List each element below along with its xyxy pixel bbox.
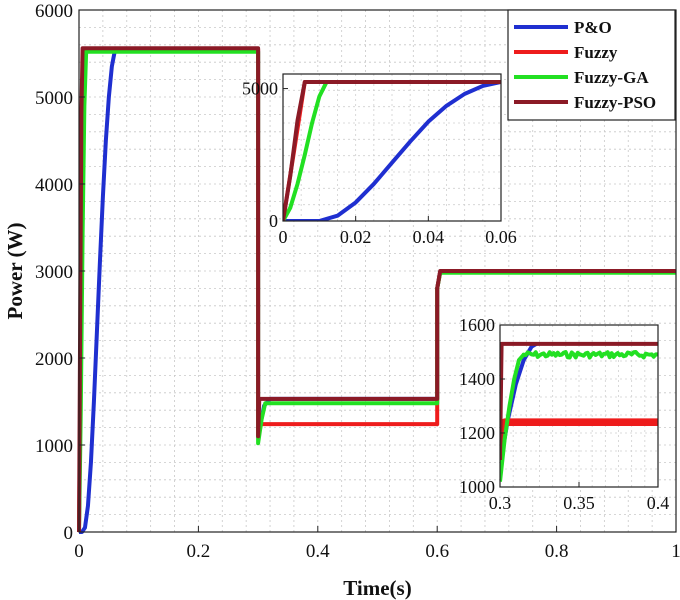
x-tick-label: 0 [74, 541, 84, 562]
inset-x-tick-label: 0.4 [647, 493, 670, 513]
inset-line-fuzzy-ga [283, 79, 501, 221]
inset-y-tick-label: 5000 [242, 79, 278, 99]
y-tick-label: 5000 [35, 88, 73, 109]
inset-x-tick-label: 0 [279, 227, 288, 247]
inset-line-fuzzy-pso [283, 79, 501, 221]
series-line-fuzzy-pso [77, 46, 676, 533]
inset-series [283, 79, 501, 221]
x-axis-label: Time(s) [343, 576, 411, 600]
x-tick-label: 1 [671, 541, 680, 562]
legend-label-fuzzy-pso: Fuzzy-PSO [574, 93, 656, 112]
y-tick-label: 2000 [35, 349, 73, 370]
inset-step: 0.3 0.35 0.4 1000 1200 1400 1600 [459, 315, 669, 513]
inset-line-fuzzy-ga [500, 350, 658, 482]
x-tick-label: 0.2 [187, 541, 211, 562]
y-tick-label: 3000 [35, 262, 73, 283]
inset-frame [282, 73, 502, 222]
main-x-ticks: 0 0.2 0.4 0.6 0.8 1 [74, 526, 680, 562]
main-y-ticks: 0 1000 2000 3000 4000 5000 6000 [35, 1, 85, 544]
inset-y-tick-label: 1600 [459, 315, 495, 335]
inset-background [283, 74, 501, 221]
main-series [77, 46, 676, 534]
legend: P&O Fuzzy Fuzzy-GA Fuzzy-PSO [507, 9, 676, 121]
x-tick-label: 0.6 [425, 541, 449, 562]
y-tick-label: 4000 [35, 175, 73, 196]
inset-x-tick-label: 0.3 [489, 493, 512, 513]
inset-line-pando [283, 79, 501, 221]
inset-x-tick-label: 0.06 [485, 227, 517, 247]
legend-label-pando: P&O [574, 18, 612, 37]
y-axis-label: Power (W) [3, 223, 27, 320]
y-tick-label: 0 [64, 523, 74, 544]
x-tick-label: 0.4 [306, 541, 330, 562]
y-tick-label: 1000 [35, 436, 73, 457]
inset-x-tick-label: 0.02 [340, 227, 372, 247]
inset-startup: 0 0.02 0.04 0.06 0 5000 [242, 73, 517, 247]
inset-y-tick-label: 1200 [459, 423, 495, 443]
x-tick-label: 0.8 [545, 541, 569, 562]
legend-label-fuzzy: Fuzzy [574, 43, 618, 62]
legend-label-fuzzy-ga: Fuzzy-GA [574, 68, 649, 87]
inset-x-tick-label: 0.35 [563, 493, 595, 513]
inset-y-tick-label: 1400 [459, 369, 495, 389]
inset-y-tick-label: 0 [269, 211, 278, 231]
y-tick-label: 6000 [35, 1, 73, 22]
inset-x-tick-label: 0.04 [413, 227, 445, 247]
inset-y-tick-label: 1000 [459, 477, 495, 497]
